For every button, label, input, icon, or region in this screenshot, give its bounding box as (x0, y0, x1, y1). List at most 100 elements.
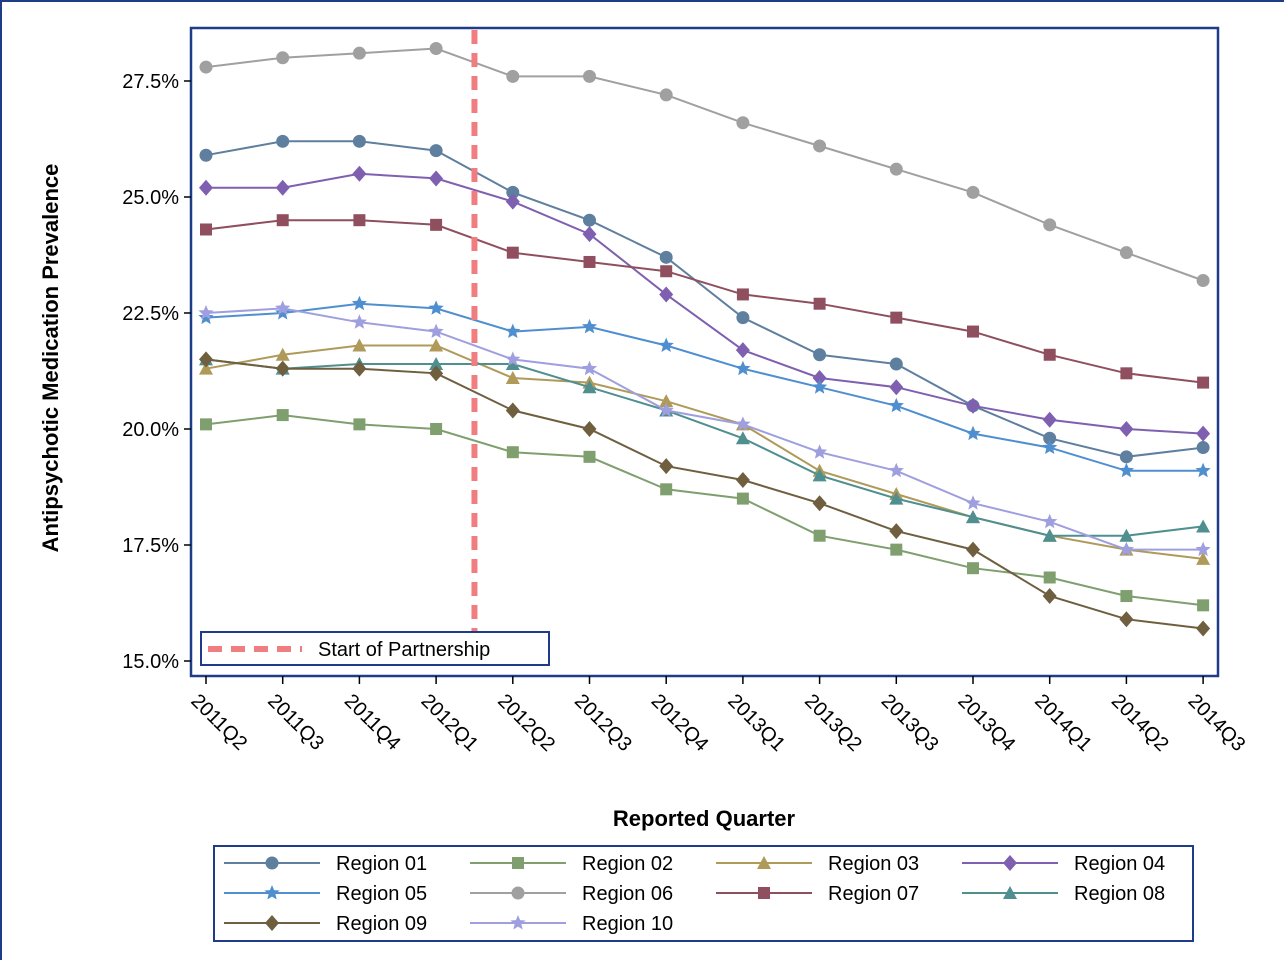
series-point (1118, 462, 1134, 478)
y-tick-label: 17.5% (122, 535, 179, 557)
series-point (1003, 886, 1017, 899)
series-point (736, 116, 750, 130)
series-point (429, 170, 444, 187)
series-point (890, 311, 903, 324)
series-point (965, 425, 981, 441)
x-tick-label: 2012Q4 (647, 690, 713, 756)
series-point (735, 416, 751, 431)
x-tick-label: 2012Q3 (570, 690, 636, 756)
legend-label: Region 05 (336, 883, 427, 905)
series-point (1196, 274, 1210, 288)
series-point (889, 491, 904, 505)
series-region-02 (200, 409, 1210, 612)
y-tick-label: 20.0% (122, 419, 179, 441)
series-point (965, 495, 981, 510)
series-region-07 (200, 214, 1210, 389)
legend-item: Region 06 (470, 883, 673, 905)
series-point (505, 357, 520, 371)
series-line (205, 140, 1204, 458)
series-point (265, 915, 279, 931)
series-point (660, 265, 673, 278)
series-point (736, 492, 749, 505)
series-point (351, 295, 367, 311)
series-point (658, 402, 674, 417)
x-tick-label: 2012Q2 (493, 690, 559, 756)
series-point (352, 360, 367, 377)
series-point (430, 423, 443, 435)
series-point (506, 69, 520, 83)
series-point (428, 300, 444, 315)
series-point (265, 856, 279, 870)
series-point (1043, 571, 1056, 584)
series-region-10 (198, 300, 1211, 557)
series-point (967, 562, 979, 575)
series-point (582, 226, 597, 243)
y-tick-label: 27.5% (122, 71, 179, 93)
series-point (1120, 590, 1133, 603)
x-tick-label: 2013Q1 (723, 690, 789, 756)
series-point (352, 134, 366, 148)
series-point (275, 305, 291, 320)
x-tick-label: 2014Q1 (1030, 690, 1096, 756)
series-point (1196, 620, 1211, 637)
series-point (1120, 367, 1133, 380)
series-point (889, 357, 903, 371)
x-tick-label: 2014Q2 (1107, 690, 1173, 756)
series-line (205, 47, 1204, 282)
series-point (583, 255, 596, 268)
series-point (583, 69, 596, 83)
series-point (353, 214, 366, 227)
legend-label: Region 01 (336, 853, 427, 875)
legend-item: Region 10 (470, 913, 673, 935)
x-tick-label: 2013Q2 (800, 690, 866, 756)
series-point (505, 323, 521, 338)
series-point (1196, 551, 1211, 565)
series-point (199, 148, 213, 162)
series-point (583, 450, 596, 463)
series-point (506, 446, 519, 459)
legend-label: Region 08 (1074, 883, 1165, 905)
series-point (1119, 246, 1133, 260)
series-point (1119, 450, 1133, 464)
series-point (1042, 513, 1058, 529)
legend-item: Region 01 (224, 853, 427, 875)
legend-item: Region 08 (962, 883, 1165, 905)
series-point (429, 357, 444, 371)
series-point (735, 360, 751, 376)
series-point (351, 314, 367, 329)
x-tick-label: 2011Q2 (186, 690, 251, 755)
series-point (352, 165, 367, 182)
series-point (736, 311, 750, 325)
series-point (1196, 441, 1210, 455)
series-point (276, 214, 289, 227)
series-layer (198, 42, 1211, 637)
series-point (1043, 218, 1057, 232)
series-point (658, 337, 674, 352)
series-line (205, 358, 1204, 630)
series-point (505, 402, 520, 419)
series-point (505, 193, 520, 210)
series-line (205, 307, 1204, 551)
series-point (1118, 541, 1134, 557)
series-point (1197, 599, 1210, 612)
series-point (429, 338, 444, 352)
series-point (505, 351, 521, 366)
x-tick-label: 2014Q3 (1184, 690, 1250, 756)
legend-item: Region 03 (716, 853, 919, 875)
legend-item: Region 07 (716, 883, 919, 905)
legend-label: Region 04 (1074, 853, 1165, 875)
series-point (352, 338, 367, 352)
series-point (428, 323, 444, 338)
series-point (276, 51, 290, 65)
series-point (813, 139, 827, 153)
x-tick-label: 2011Q4 (340, 690, 405, 755)
series-point (275, 360, 290, 377)
series-point (735, 342, 750, 359)
series-point (1119, 421, 1134, 437)
series-point (198, 309, 214, 325)
series-point (583, 213, 596, 227)
series-point (582, 380, 597, 394)
series-point (966, 510, 980, 524)
series-point (758, 887, 770, 899)
series-point (889, 379, 904, 396)
